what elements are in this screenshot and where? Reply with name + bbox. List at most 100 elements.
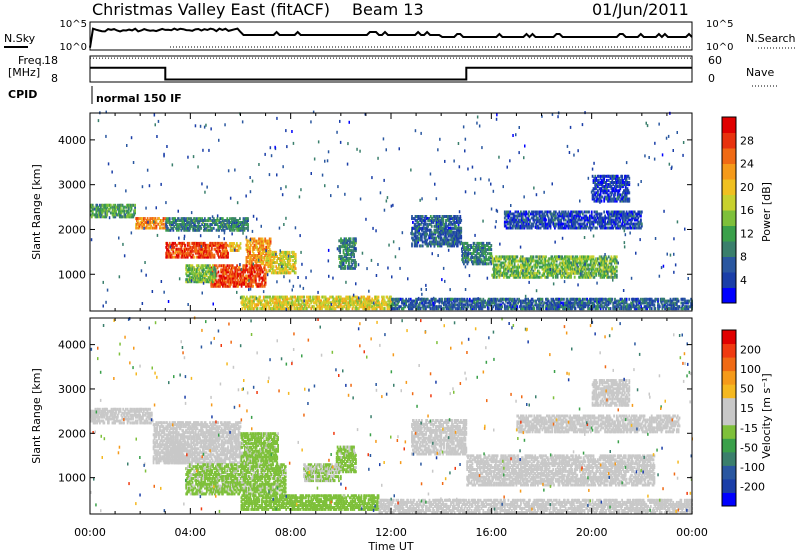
- power-cell: [418, 223, 420, 226]
- power-cell: [591, 298, 593, 301]
- power-cell: [265, 268, 267, 271]
- freq-panel-frame: [90, 56, 692, 82]
- power-cell: [460, 219, 462, 222]
- power-cell: [267, 301, 269, 304]
- power-cell: [411, 215, 413, 218]
- power-cell: [292, 296, 294, 299]
- nave-tick-60: 60: [708, 54, 722, 67]
- power-cell: [633, 303, 635, 306]
- power-cell: [686, 305, 688, 308]
- power-cell: [215, 242, 217, 245]
- power-cell: [255, 240, 257, 243]
- power-cell: [178, 248, 180, 251]
- power-cell: [435, 298, 437, 301]
- power-cell: [161, 219, 163, 222]
- power-cell: [211, 227, 213, 230]
- power-cell: [503, 298, 505, 301]
- power-cell: [502, 302, 504, 305]
- power-cell: [179, 219, 181, 222]
- power-cell: [352, 267, 354, 270]
- power-cell: [208, 225, 210, 228]
- power-cell: [422, 215, 424, 218]
- power-cell: [259, 307, 261, 310]
- power-cell: [132, 204, 134, 207]
- noise-panel: 10^5 10^0 10^5 10^0: [60, 19, 734, 53]
- freq-tick-8: 8: [51, 72, 58, 85]
- power-cell: [188, 217, 190, 220]
- power-cell: [464, 298, 466, 301]
- power-cell: [355, 237, 357, 240]
- power-cell: [301, 296, 303, 299]
- power-cell: [161, 227, 163, 230]
- power-cell: [321, 301, 323, 304]
- power-cell: [655, 298, 657, 301]
- power-cell: [136, 227, 138, 230]
- power-cell: [501, 305, 503, 308]
- power-cell: [252, 285, 254, 288]
- power-cell: [236, 264, 238, 267]
- power-cell: [189, 246, 191, 249]
- power-cell: [431, 231, 433, 234]
- power-cell: [426, 239, 428, 242]
- power-cell: [474, 242, 476, 245]
- power-cell: [163, 217, 165, 220]
- power-cell: [173, 225, 175, 228]
- power-cell: [560, 302, 562, 305]
- power-cell: [262, 285, 264, 288]
- power-cell: [356, 307, 358, 310]
- power-cell: [149, 217, 151, 220]
- nsky-label: N.Sky: [4, 32, 36, 45]
- power-cell: [117, 204, 119, 207]
- power-cell: [347, 243, 349, 246]
- power-cell: [147, 227, 149, 230]
- power-cell: [247, 217, 249, 220]
- power-cell: [267, 296, 269, 299]
- power-cell: [440, 305, 442, 308]
- power-region-12: [411, 215, 462, 247]
- power-cell: [688, 305, 690, 308]
- power-cell: [344, 253, 346, 256]
- power-region-1: [135, 217, 166, 229]
- power-cell: [186, 264, 188, 267]
- power-cell: [269, 251, 271, 254]
- power-cell: [187, 242, 189, 245]
- power-cell: [217, 225, 219, 228]
- power-cell: [614, 298, 616, 301]
- noise-sky-series: [90, 29, 692, 48]
- power-cell: [561, 298, 563, 301]
- power-cell: [582, 298, 584, 301]
- freq-label-line2: [MHz]: [8, 66, 40, 79]
- power-cell: [640, 298, 642, 301]
- power-cell: [140, 221, 142, 224]
- power-cell: [292, 259, 294, 262]
- power-cell: [505, 264, 507, 267]
- power-cell: [352, 263, 354, 266]
- power-cell: [279, 296, 281, 299]
- power-cell: [533, 307, 535, 310]
- power-cell: [354, 296, 356, 299]
- power-cell: [218, 271, 220, 274]
- power-cell: [437, 241, 439, 244]
- power-cell: [317, 296, 319, 299]
- power-cell: [345, 265, 347, 268]
- power-cell: [425, 305, 427, 308]
- power-cell: [516, 305, 518, 308]
- power-cell: [172, 256, 174, 259]
- power-cell: [419, 302, 421, 305]
- power-cell: [539, 276, 541, 279]
- power-cell: [209, 264, 211, 267]
- power-cell: [297, 296, 299, 299]
- power-cell: [290, 271, 292, 274]
- power-cell: [193, 256, 195, 259]
- power-cell: [540, 266, 542, 269]
- power-cell: [218, 279, 220, 282]
- power-cell: [451, 223, 453, 226]
- power-cell: [257, 307, 259, 310]
- power-cell: [214, 254, 216, 257]
- power-cell: [156, 225, 158, 228]
- power-cell: [200, 227, 202, 230]
- power-cell: [507, 276, 509, 279]
- power-cell: [488, 307, 490, 310]
- power-cell: [284, 307, 286, 310]
